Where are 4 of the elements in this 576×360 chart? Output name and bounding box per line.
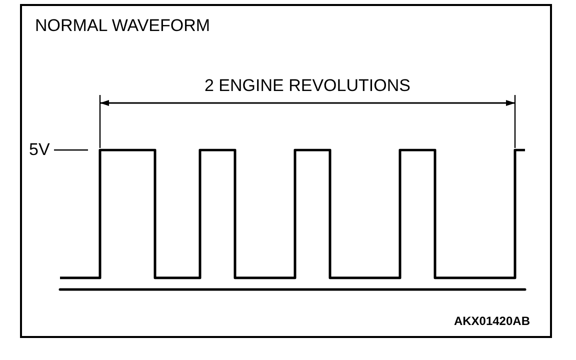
chart-title: NORMAL WAVEFORM [35,16,210,35]
text: AKX01420AB [454,314,530,328]
text: 2 ENGINE REVOLUTIONS [204,76,410,96]
text: 5V [29,140,50,160]
